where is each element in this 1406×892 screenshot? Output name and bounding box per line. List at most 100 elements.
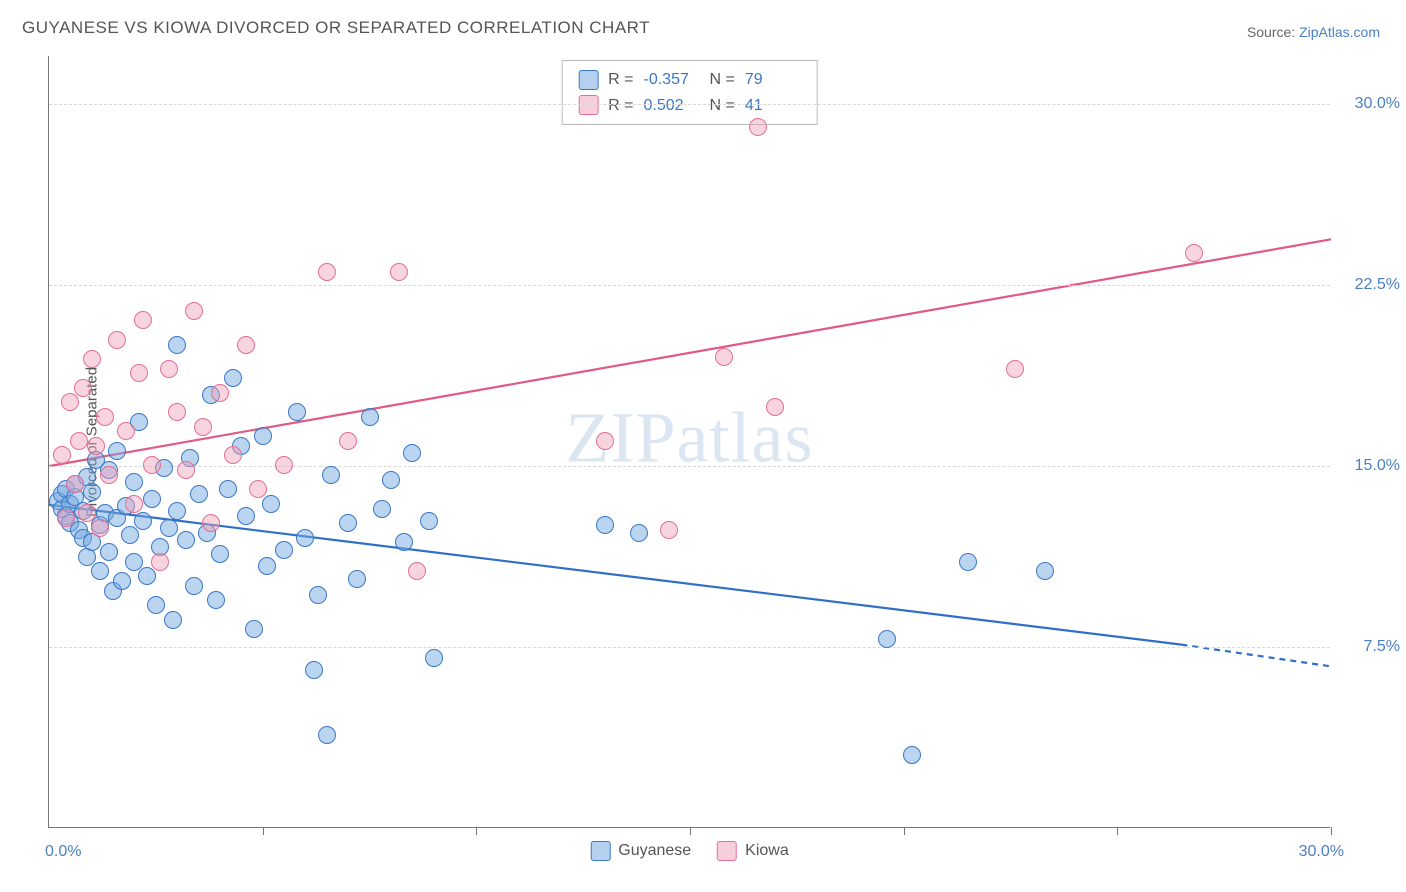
data-point	[87, 437, 105, 455]
data-point	[1036, 562, 1054, 580]
legend-item: Kiowa	[717, 841, 789, 861]
chart-plot-area: Divorced or Separated ZIPatlas R =-0.357…	[48, 56, 1330, 828]
data-point	[211, 384, 229, 402]
y-tick-label: 30.0%	[1340, 95, 1400, 113]
data-point	[168, 403, 186, 421]
gridline	[49, 466, 1330, 467]
data-point	[318, 726, 336, 744]
data-point	[219, 480, 237, 498]
n-value: 79	[745, 67, 801, 93]
data-point	[403, 444, 421, 462]
data-point	[57, 509, 75, 527]
stats-row: R =-0.357N =79	[578, 67, 801, 93]
data-point	[125, 553, 143, 571]
data-point	[207, 591, 225, 609]
data-point	[61, 393, 79, 411]
data-point	[596, 516, 614, 534]
legend-label: Guyanese	[618, 842, 691, 860]
data-point	[66, 475, 84, 493]
legend-label: Kiowa	[745, 842, 789, 860]
data-point	[296, 529, 314, 547]
r-value: 0.502	[644, 93, 700, 119]
gridline	[49, 647, 1330, 648]
series-legend: Guyanese Kiowa	[590, 841, 789, 861]
data-point	[100, 466, 118, 484]
data-point	[959, 553, 977, 571]
data-point	[168, 336, 186, 354]
data-point	[164, 611, 182, 629]
data-point	[318, 263, 336, 281]
data-point	[749, 118, 767, 136]
data-point	[288, 403, 306, 421]
gridline	[49, 285, 1330, 286]
data-point	[113, 572, 131, 590]
data-point	[151, 553, 169, 571]
data-point	[108, 442, 126, 460]
data-point	[275, 541, 293, 559]
x-axis-max-label: 30.0%	[1299, 843, 1344, 861]
data-point	[211, 545, 229, 563]
source-prefix: Source:	[1247, 24, 1299, 40]
data-point	[1185, 244, 1203, 262]
x-tick	[904, 827, 905, 835]
data-point	[185, 577, 203, 595]
data-point	[339, 432, 357, 450]
legend-swatch	[578, 95, 598, 115]
data-point	[262, 495, 280, 513]
data-point	[309, 586, 327, 604]
data-point	[177, 531, 195, 549]
data-point	[194, 418, 212, 436]
data-point	[134, 311, 152, 329]
data-point	[185, 302, 203, 320]
data-point	[878, 630, 896, 648]
data-point	[425, 649, 443, 667]
data-point	[143, 490, 161, 508]
legend-swatch	[578, 70, 598, 90]
source-attribution: Source: ZipAtlas.com	[1247, 24, 1380, 40]
data-point	[224, 369, 242, 387]
legend-item: Guyanese	[590, 841, 691, 861]
data-point	[660, 521, 678, 539]
data-point	[78, 504, 96, 522]
data-point	[108, 331, 126, 349]
r-label: R =	[608, 67, 633, 93]
gridline	[49, 104, 1330, 105]
stats-row: R = 0.502N =41	[578, 93, 801, 119]
data-point	[160, 360, 178, 378]
data-point	[130, 364, 148, 382]
data-point	[224, 446, 242, 464]
data-point	[83, 350, 101, 368]
data-point	[138, 567, 156, 585]
n-label: N =	[710, 93, 735, 119]
data-point	[202, 514, 220, 532]
x-tick	[1331, 827, 1332, 835]
y-tick-label: 7.5%	[1340, 638, 1400, 656]
data-point	[96, 408, 114, 426]
data-point	[160, 519, 178, 537]
data-point	[373, 500, 391, 518]
data-point	[117, 422, 135, 440]
data-point	[143, 456, 161, 474]
correlation-stats-box: R =-0.357N =79R = 0.502 N = 41	[561, 60, 818, 125]
data-point	[305, 661, 323, 679]
data-point	[237, 336, 255, 354]
y-tick-label: 15.0%	[1340, 457, 1400, 475]
data-point	[390, 263, 408, 281]
source-link[interactable]: ZipAtlas.com	[1299, 24, 1380, 40]
legend-swatch	[590, 841, 610, 861]
data-point	[245, 620, 263, 638]
n-value: 41	[745, 93, 801, 119]
data-point	[83, 483, 101, 501]
data-point	[147, 596, 165, 614]
data-point	[596, 432, 614, 450]
data-point	[91, 519, 109, 537]
x-tick	[690, 827, 691, 835]
data-point	[258, 557, 276, 575]
data-point	[322, 466, 340, 484]
data-point	[237, 507, 255, 525]
data-point	[766, 398, 784, 416]
x-tick	[263, 827, 264, 835]
x-tick	[476, 827, 477, 835]
data-point	[121, 526, 139, 544]
data-point	[177, 461, 195, 479]
